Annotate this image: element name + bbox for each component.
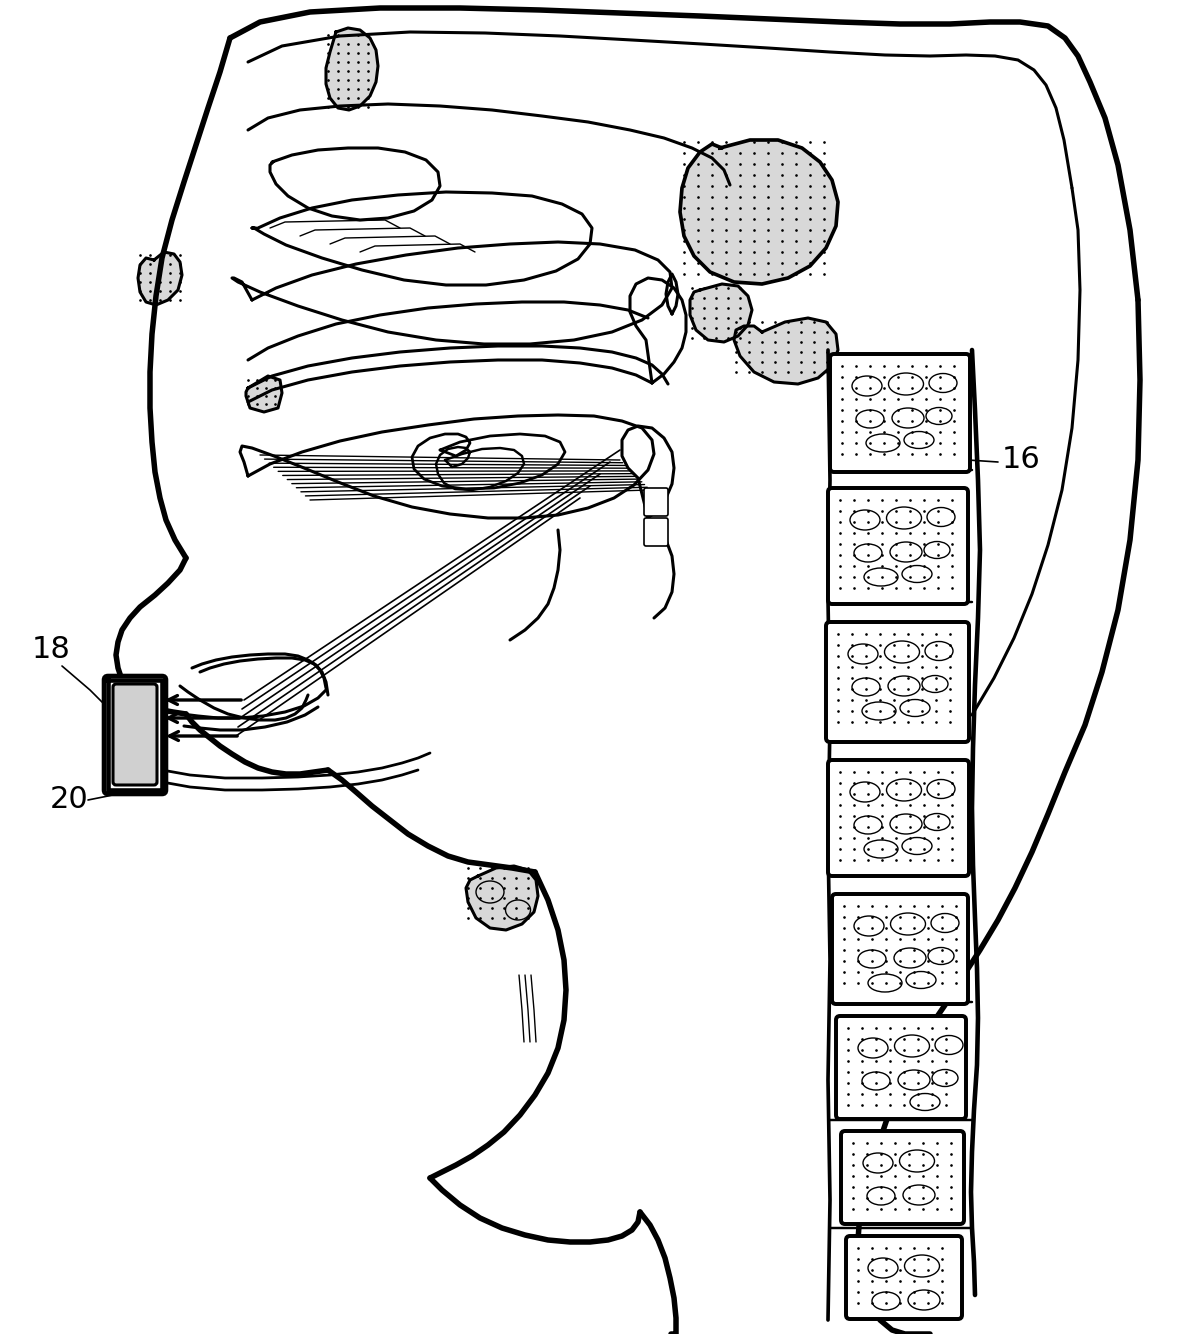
FancyBboxPatch shape xyxy=(833,894,968,1005)
FancyBboxPatch shape xyxy=(846,1237,962,1319)
Text: 20: 20 xyxy=(50,784,89,814)
FancyBboxPatch shape xyxy=(644,518,668,546)
FancyBboxPatch shape xyxy=(104,676,166,794)
FancyBboxPatch shape xyxy=(644,488,668,516)
FancyBboxPatch shape xyxy=(828,760,969,876)
FancyBboxPatch shape xyxy=(836,1017,967,1119)
Text: 18: 18 xyxy=(32,635,71,664)
FancyBboxPatch shape xyxy=(830,354,970,472)
Polygon shape xyxy=(240,415,653,518)
Polygon shape xyxy=(466,866,538,930)
Polygon shape xyxy=(326,28,378,109)
Polygon shape xyxy=(680,140,839,284)
Polygon shape xyxy=(108,680,162,790)
Polygon shape xyxy=(690,284,752,342)
Text: 16: 16 xyxy=(1002,446,1041,474)
Polygon shape xyxy=(138,252,181,305)
FancyBboxPatch shape xyxy=(825,622,969,742)
FancyBboxPatch shape xyxy=(113,684,157,784)
FancyBboxPatch shape xyxy=(828,488,968,604)
FancyBboxPatch shape xyxy=(841,1131,964,1225)
Polygon shape xyxy=(734,317,839,384)
Polygon shape xyxy=(246,376,282,412)
